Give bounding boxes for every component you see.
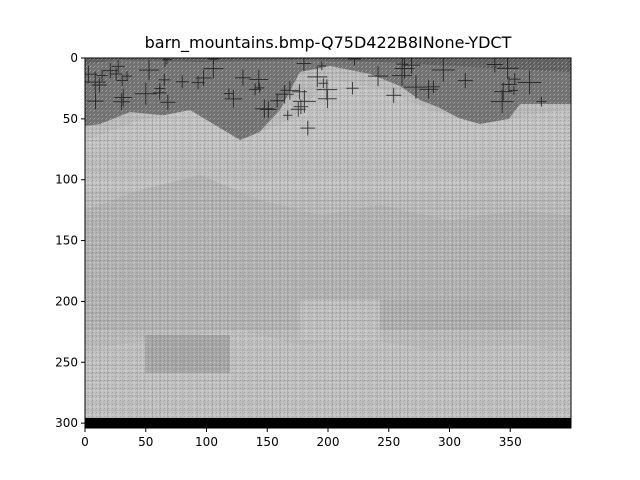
block-grid [85,58,571,428]
sky-artifacts [85,58,547,136]
x-tick-label: 0 [81,435,89,449]
black-band [85,418,571,428]
y-tick-label: 150 [55,234,78,248]
y-tick-label: 200 [55,294,78,308]
y-tick-label: 0 [70,51,78,65]
x-tick-label: 50 [138,435,153,449]
jpeg-image [85,58,571,428]
x-tick-label: 100 [195,435,218,449]
x-axis: 0 50 100 150 200 250 300 350 [81,428,522,449]
x-tick-label: 300 [438,435,461,449]
x-tick-label: 250 [377,435,400,449]
y-tick-label: 250 [55,355,78,369]
x-tick-label: 150 [256,435,279,449]
y-tick-label: 100 [55,173,78,187]
y-tick-label: 50 [63,112,78,126]
x-tick-label: 350 [499,435,522,449]
plot-title: barn_mountains.bmp-Q75D422B8INone-YDCT [144,33,512,52]
y-axis: 0 50 100 150 200 250 300 [55,51,85,430]
x-tick-label: 200 [317,435,340,449]
y-tick-label: 300 [55,416,78,430]
